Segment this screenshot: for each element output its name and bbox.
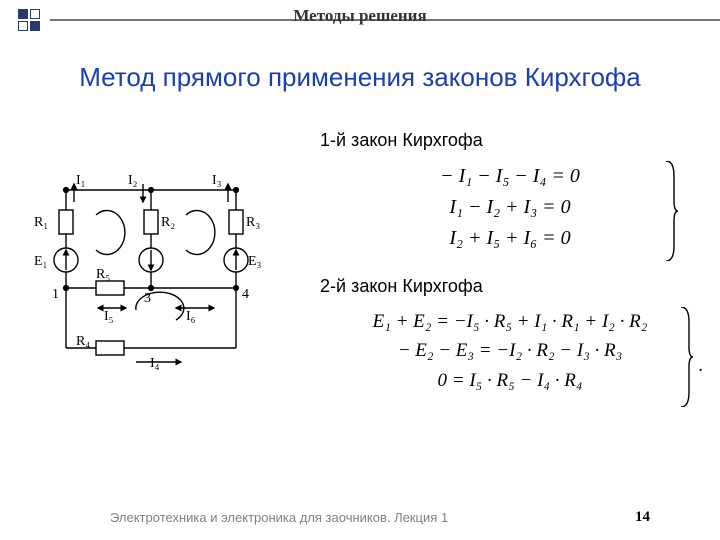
label-node4: 4 [242, 287, 249, 302]
law2-heading: 2-й закон Кирхгофа [320, 276, 700, 297]
footer-text: Электротехника и электроника для заочник… [110, 510, 448, 525]
section-title: Методы решения [0, 6, 720, 26]
label-e3: E₃ [248, 254, 262, 269]
brace-icon [679, 307, 693, 407]
law1-heading: 1-й закон Кирхгофа [320, 130, 700, 151]
page-title: Метод прямого применения законов Кирхгоф… [0, 62, 720, 93]
label-r2: R₂ [161, 215, 175, 230]
kirchhoff-law1-equations: − I₁ − I₅ − I₄ = 0 I₁ − I₂ + I₃ = 0 I₂ +… [350, 161, 670, 254]
label-i2: I₂ [128, 173, 138, 188]
circuit-diagram: I₁ I₂ I₃ R₁ R₂ R₃ E₁ E₃ R₅ R₄ I₅ I₆ I₄ 1… [26, 170, 276, 370]
kirchhoff-law2-equations: E₁ + E₂ = −I₅ · R₅ + I₁ · R₁ + I₂ · R₂ −… [335, 307, 685, 395]
eq1-row-2: I₁ − I₂ + I₃ = 0 [350, 192, 670, 223]
eq1-row-1: − I₁ − I₅ − I₄ = 0 [350, 161, 670, 192]
brace-icon [664, 161, 678, 261]
eq2-row-1: E₁ + E₂ = −I₅ · R₅ + I₁ · R₁ + I₂ · R₂ [335, 307, 685, 336]
footer: Электротехника и электроника для заочник… [0, 509, 720, 526]
eq2-row-2: − E₂ − E₃ = −I₂ · R₂ − I₃ · R₃ [335, 336, 685, 365]
label-i3: I₃ [212, 173, 222, 188]
label-node3: 3 [144, 291, 151, 306]
label-e1: E₁ [34, 254, 47, 269]
label-r3: R₃ [246, 215, 260, 230]
label-r1: R₁ [34, 215, 48, 230]
label-r4: R₄ [76, 334, 90, 349]
label-r5: R₅ [96, 267, 110, 282]
label-node1: 1 [52, 287, 59, 302]
label-i4: I₄ [150, 356, 160, 370]
equations-column: 1-й закон Кирхгофа − I₁ − I₅ − I₄ = 0 I₁… [320, 130, 700, 417]
label-i5: I₅ [104, 309, 114, 324]
label-i1: I₁ [76, 173, 86, 188]
page-number: 14 [635, 509, 650, 526]
eq2-row-3: 0 = I₅ · R₅ − I₄ · R₄ [335, 366, 685, 395]
label-i6: I₆ [186, 309, 196, 324]
eq2-tail: . [698, 351, 703, 380]
eq1-row-3: I₂ + I₅ + I₆ = 0 [350, 223, 670, 254]
